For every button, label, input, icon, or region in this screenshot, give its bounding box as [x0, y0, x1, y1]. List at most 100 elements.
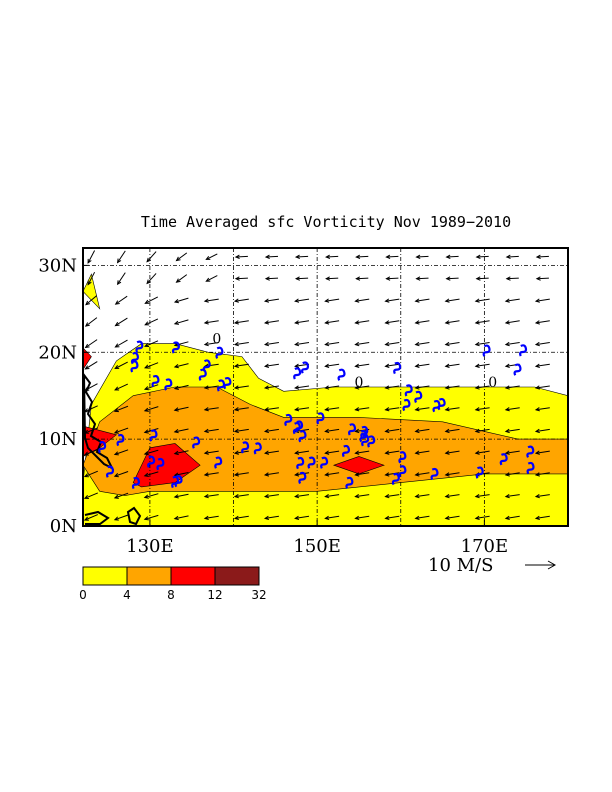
wind-vector: [84, 317, 98, 327]
wind-vector: [385, 276, 399, 281]
wind-vector: [475, 254, 489, 259]
typhoon-genesis-symbol: [348, 423, 357, 436]
wind-vector: [444, 450, 460, 455]
wind-vector: [415, 276, 429, 281]
typhoon-genesis-symbol: [360, 425, 369, 439]
wind-vector: [384, 341, 400, 347]
typhoon-genesis-symbol: [164, 378, 173, 391]
wind-vector: [474, 320, 490, 325]
wind-vector: [263, 428, 279, 434]
typhoon-genesis-symbol: [320, 456, 329, 469]
wind-vector: [324, 515, 340, 520]
wind-vector: [143, 471, 159, 477]
wind-vector: [354, 493, 370, 499]
typhoon-genesis-symbol: [391, 472, 400, 486]
wind-vector: [444, 515, 460, 520]
wind-vector: [83, 514, 98, 521]
wind-vector: [263, 407, 279, 412]
wind-vector: [534, 472, 550, 477]
contour-label-2: 0: [488, 375, 497, 391]
chart-title: Time Averaged sfc Vorticity Nov 1989−201…: [141, 213, 511, 231]
wind-vector: [534, 298, 550, 303]
wind-vector: [205, 253, 218, 260]
wind-vector: [83, 470, 98, 478]
typhoon-genesis-symbol: [345, 476, 354, 489]
wind-vector: [294, 254, 309, 259]
wind-vector: [144, 362, 159, 369]
typhoon-genesis-symbol: [217, 379, 226, 392]
typhoon-genesis-symbol: [393, 361, 402, 375]
wind-vector: [114, 383, 129, 391]
y-tick-label-10: 10N: [38, 429, 77, 450]
wind-vector: [444, 320, 460, 325]
wind-vector: [294, 407, 310, 412]
wind-vector: [116, 250, 126, 264]
wind-vector: [144, 340, 159, 347]
wind-vector: [534, 493, 550, 499]
wind-vector: [116, 272, 126, 286]
reference-arrow-head: [547, 560, 557, 570]
wind-vector: [83, 405, 98, 413]
y-tick-label-20: 20N: [38, 342, 77, 363]
wind-vector: [234, 254, 248, 259]
wind-vector: [233, 341, 249, 347]
wind-vector: [354, 515, 370, 520]
wind-vector: [143, 384, 159, 391]
typhoon-genesis-symbol: [341, 444, 351, 458]
wind-vector: [384, 450, 400, 455]
wind-vector: [233, 472, 249, 477]
wind-vector: [534, 407, 550, 412]
typhoon-genesis-symbols: [98, 340, 535, 490]
wind-vector: [474, 407, 490, 412]
colorbar-level-3: 12: [207, 588, 222, 602]
wind-vector: [233, 363, 249, 368]
wind-vector: [534, 450, 550, 455]
colorbar: 0 4 8 12 32: [79, 566, 267, 602]
wind-vector: [324, 320, 340, 325]
wind-vector: [414, 341, 430, 347]
colorbar-swatch-0: [82, 566, 128, 586]
wind-vector: [504, 428, 520, 434]
typhoon-genesis-symbol: [130, 360, 139, 373]
typhoon-genesis-symbol: [156, 457, 165, 471]
wind-vector: [203, 341, 219, 347]
plot-frame: [82, 247, 569, 527]
wind-vector: [173, 428, 189, 434]
wind-vector: [263, 450, 279, 455]
typhoon-genesis-symbol: [130, 351, 139, 365]
wind-vector: [444, 428, 460, 434]
wind-vector: [354, 341, 370, 347]
typhoon-genesis-symbol: [414, 390, 423, 403]
typhoon-genesis-symbol: [192, 436, 201, 449]
wind-vector: [444, 341, 460, 347]
wind-vector: [144, 296, 159, 304]
typhoon-genesis-symbol: [171, 341, 180, 354]
wind-vector: [143, 514, 159, 521]
wind-vector: [114, 339, 128, 348]
typhoon-genesis-symbol: [300, 361, 310, 374]
wind-vector: [504, 450, 520, 455]
wind-vector: [263, 493, 279, 499]
wind-vector: [173, 319, 189, 325]
typhoon-genesis-symbol: [151, 374, 160, 388]
wind-vector: [354, 450, 370, 455]
typhoon-genesis-symbol: [241, 441, 250, 454]
wind-vector: [143, 449, 159, 456]
wind-vector: [415, 254, 429, 259]
wind-vector: [173, 493, 189, 499]
wind-vector: [263, 320, 279, 325]
wind-vector: [534, 341, 550, 347]
wind-vector: [324, 407, 340, 412]
typhoon-genesis-symbol: [147, 455, 156, 468]
typhoon-genesis-symbol: [171, 475, 180, 489]
wind-vector: [504, 320, 520, 325]
wind-vector: [175, 252, 188, 262]
wind-vector: [474, 428, 490, 434]
wind-vector: [114, 361, 128, 370]
wind-vector: [324, 472, 340, 477]
wind-vector: [534, 363, 550, 368]
wind-vector: [414, 363, 430, 368]
wind-vector: [233, 385, 249, 390]
wind-vector: [233, 428, 249, 434]
wind-vector: [85, 295, 98, 306]
